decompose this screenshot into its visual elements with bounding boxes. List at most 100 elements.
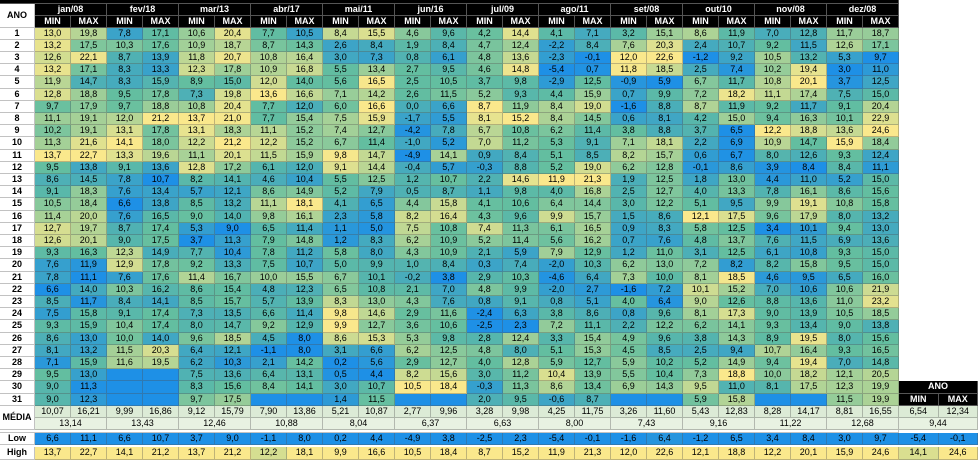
value-cell: 24,6: [863, 125, 899, 138]
value-cell: 17,4: [791, 88, 827, 101]
high-cell: 12,0: [611, 447, 647, 460]
value-cell: 21,3: [575, 174, 611, 187]
value-cell: 12,2: [179, 137, 215, 150]
value-cell: 19,5: [143, 357, 179, 370]
value-cell: 16,2: [575, 235, 611, 248]
value-cell: 18,8: [719, 369, 755, 382]
value-cell: 3,9: [755, 161, 791, 174]
low-cell: -5,4: [539, 433, 575, 446]
value-cell: 3,0: [323, 381, 359, 394]
media-combined-cell: 8,04: [323, 418, 395, 431]
value-cell: 0,5: [323, 369, 359, 382]
day-label: 9: [0, 125, 35, 138]
value-cell: 6,7: [323, 137, 359, 150]
value-cell: 10,3: [107, 283, 143, 296]
value-cell: 6,7: [467, 125, 503, 138]
max-header: MAX: [719, 15, 755, 28]
month-header: mai/11: [323, 3, 395, 16]
value-cell: 14,1: [143, 296, 179, 309]
year-low: -5,4: [899, 433, 939, 446]
high-cell: 24,6: [863, 447, 899, 460]
value-cell: 8,7: [251, 39, 287, 52]
value-cell: 1,1: [467, 186, 503, 199]
value-cell: 9,5: [35, 161, 71, 174]
value-cell: 11,9: [71, 259, 107, 272]
high-cell: 13,7: [35, 447, 71, 460]
media-combined-cell: 11,22: [755, 418, 827, 431]
value-cell: 6,2: [395, 344, 431, 357]
value-cell: 11,5: [431, 88, 467, 101]
value-cell: 8,7: [467, 100, 503, 113]
value-cell: 7,5: [35, 308, 71, 321]
low-cell: 3,4: [755, 433, 791, 446]
value-cell: 6,6: [107, 198, 143, 211]
media-cell: 7,90: [251, 405, 287, 418]
value-cell: 12,3: [107, 247, 143, 260]
value-cell: 7,0: [431, 283, 467, 296]
value-cell: 11,7: [71, 296, 107, 309]
value-cell: 6,5: [359, 198, 395, 211]
value-cell: 10,7: [431, 174, 467, 187]
value-cell: 11,5: [791, 39, 827, 52]
value-cell: 21,2: [143, 113, 179, 126]
value-cell: 3,1: [323, 344, 359, 357]
value-cell: 5,1: [539, 149, 575, 162]
value-cell: 9,1: [107, 308, 143, 321]
value-cell: 5,1: [683, 198, 719, 211]
value-cell: 5,6: [539, 235, 575, 248]
value-cell: 5,5: [431, 113, 467, 126]
value-cell: 11,8: [179, 52, 215, 65]
value-cell: 9,5: [503, 393, 539, 406]
value-cell: 15,2: [287, 137, 323, 150]
value-cell: 9,6: [179, 332, 215, 345]
value-cell: 12,7: [647, 186, 683, 199]
media-combined-cell: 12,68: [827, 418, 899, 431]
media-combined-cell: 12,46: [179, 418, 251, 431]
value-cell: 13,1: [179, 125, 215, 138]
value-cell: -1,6: [611, 283, 647, 296]
value-cell: 2,3: [323, 210, 359, 223]
high-cell: 13,7: [179, 447, 215, 460]
value-cell: 17,3: [719, 308, 755, 321]
value-cell: 9,2: [755, 39, 791, 52]
value-cell: 12,7: [431, 357, 467, 370]
day-label: 16: [0, 210, 35, 223]
value-cell: 4,3: [395, 296, 431, 309]
value-cell: 13,0: [35, 27, 71, 40]
value-cell: 19,7: [71, 222, 107, 235]
value-cell: 12,5: [575, 76, 611, 89]
value-cell: 11,2: [503, 369, 539, 382]
year-min-header: MIN: [899, 393, 939, 406]
min-header: MIN: [179, 15, 215, 28]
value-cell: 8,0: [503, 344, 539, 357]
value-cell: 10,2: [35, 125, 71, 138]
value-cell: 13,8: [863, 320, 899, 333]
high-cell: 21,2: [143, 447, 179, 460]
max-header: MAX: [143, 15, 179, 28]
value-cell: 7,2: [647, 283, 683, 296]
day-label: 31: [0, 393, 35, 406]
high-cell: 9,9: [323, 447, 359, 460]
value-cell: 14,5: [575, 113, 611, 126]
value-cell: 8,4: [431, 259, 467, 272]
value-cell: 13,4: [359, 64, 395, 77]
low-cell: 8,0: [287, 433, 323, 446]
low-cell: 3,7: [179, 433, 215, 446]
value-cell: 6,9: [719, 137, 755, 150]
value-cell: 8,5: [179, 296, 215, 309]
value-cell: 16,4: [287, 52, 323, 65]
day-label: 10: [0, 137, 35, 150]
value-cell: 7,0: [755, 27, 791, 40]
value-cell: 11,9: [35, 76, 71, 89]
media-cell: 13,86: [287, 405, 323, 418]
value-cell: 9,5: [431, 64, 467, 77]
value-cell: 12,6: [719, 296, 755, 309]
value-cell: 16,7: [215, 271, 251, 284]
value-cell: 8,7: [107, 222, 143, 235]
value-cell: 11,0: [863, 64, 899, 77]
value-cell: 5,7: [179, 186, 215, 199]
value-cell: 6,7: [323, 271, 359, 284]
value-cell: 8,4: [323, 27, 359, 40]
high-cell: 18,4: [431, 447, 467, 460]
value-cell: 9,1: [107, 161, 143, 174]
